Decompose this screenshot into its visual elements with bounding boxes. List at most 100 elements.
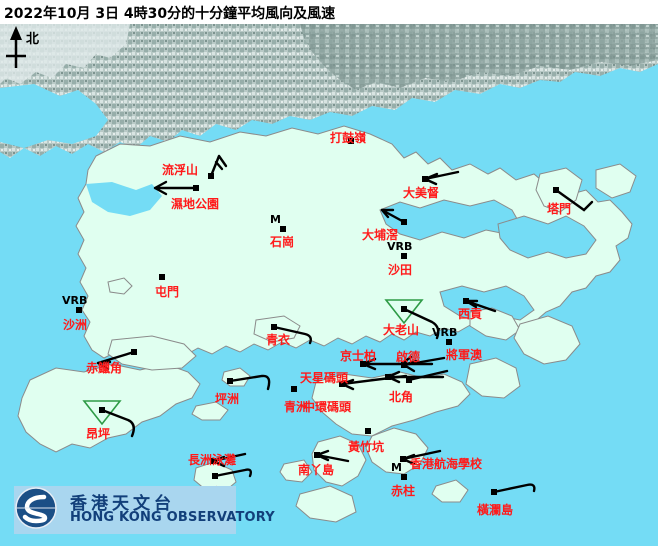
wind-barb: [407, 369, 449, 382]
station-marker[interactable]: [446, 339, 452, 345]
wind-barb: [361, 355, 434, 371]
station-marker[interactable]: [271, 324, 277, 330]
wind-barb: [213, 468, 253, 478]
station-label[interactable]: 中環碼頭: [303, 400, 352, 414]
station-marker[interactable]: [385, 374, 391, 380]
station-label[interactable]: 沙洲: [63, 318, 88, 332]
station-label[interactable]: 打鼓嶺: [330, 131, 367, 145]
wind-barb: [380, 208, 406, 224]
station-marker[interactable]: [291, 386, 297, 392]
station-marker[interactable]: [339, 381, 345, 387]
sai-kung-water: [439, 285, 535, 323]
station-marker[interactable]: [553, 187, 559, 193]
wind-barb: [340, 374, 408, 391]
north-label: 北: [26, 32, 40, 47]
wind-barb: [492, 483, 536, 494]
wind-barb: [315, 449, 350, 463]
station-label[interactable]: 長洲泳灘: [188, 453, 237, 467]
station-label[interactable]: 大美督: [403, 186, 440, 200]
station-label[interactable]: 石崗: [270, 235, 295, 249]
station-marker[interactable]: [401, 474, 407, 480]
station-marker[interactable]: [208, 173, 214, 179]
station-label[interactable]: 大埔滘: [362, 228, 399, 242]
station-marker[interactable]: [400, 456, 406, 462]
station-label[interactable]: 將軍澳: [446, 348, 483, 362]
wind-barb: [423, 170, 460, 186]
station-marker[interactable]: [348, 138, 354, 144]
hko-logo-icon: [15, 487, 57, 529]
eastern-island: [595, 163, 637, 199]
clearwater-bay-peninsula: [513, 315, 581, 365]
po-toi-island: [431, 479, 469, 503]
wind-barb: [100, 408, 135, 438]
lamma-island: [311, 435, 367, 487]
wind-barb: [153, 180, 198, 196]
station-marker[interactable]: [401, 253, 407, 259]
lantau-island: [17, 363, 201, 453]
station-marker[interactable]: [401, 306, 407, 312]
wind-barb: [228, 374, 271, 391]
station-label[interactable]: 天星碼頭: [300, 371, 349, 385]
station-marker[interactable]: [406, 377, 412, 383]
station-marker[interactable]: [159, 274, 165, 280]
station-marker[interactable]: [131, 349, 137, 355]
station-label[interactable]: 南丫島: [298, 463, 335, 477]
station-marker[interactable]: [365, 428, 371, 434]
north-arrow-icon: [6, 26, 26, 68]
station-label[interactable]: 京士柏: [340, 349, 377, 363]
station-marker[interactable]: [227, 378, 233, 384]
station-marker[interactable]: [99, 407, 105, 413]
gale-pennant-icon: [384, 299, 424, 325]
station-label[interactable]: 坪洲: [215, 392, 240, 406]
station-label[interactable]: 沙田: [388, 263, 413, 277]
logo-text-zh: 香港天文台: [70, 494, 175, 514]
mainland-hills: [300, 24, 658, 90]
tolo-channel: [497, 215, 597, 259]
station-marker[interactable]: [463, 298, 469, 304]
sai-kung-peninsula: [469, 307, 521, 341]
station-label[interactable]: 橫瀾島: [477, 503, 514, 517]
geography-layer: [0, 24, 658, 546]
station-label[interactable]: 屯門: [155, 285, 180, 299]
deep-bay-inlet: [86, 182, 162, 216]
title-bar: 2022年10月 3日 4時30分的十分鐘平均風向及風速: [0, 0, 658, 24]
station-label[interactable]: 青洲: [284, 400, 309, 414]
map-canvas: 北 打鼓嶺 流浮山 濕地公園 大美督 塔門 M 石崗 大埔滘 VRB 沙田 屯門 VRB 沙洲 赤鱲角 西貢…: [0, 24, 658, 546]
junk-bay-land: [465, 357, 521, 399]
station-label[interactable]: 啟德: [396, 350, 421, 364]
station-marker[interactable]: [401, 362, 407, 368]
station-marker[interactable]: [210, 458, 216, 464]
variable-wind-flag: VRB: [62, 294, 88, 307]
station-label[interactable]: 流浮山: [162, 163, 199, 177]
station-label[interactable]: 北角: [389, 390, 414, 404]
station-label[interactable]: 塔門: [547, 202, 572, 216]
station-marker[interactable]: [422, 176, 428, 182]
station-marker[interactable]: [491, 489, 497, 495]
wind-barb: [96, 350, 136, 371]
station-marker[interactable]: [360, 361, 366, 367]
station-label[interactable]: 濕地公園: [171, 197, 220, 211]
wind-barb: [402, 307, 440, 340]
station-label[interactable]: 黃竹坑: [348, 440, 385, 454]
station-marker[interactable]: [280, 226, 286, 232]
mainland-urban-west: [0, 24, 130, 84]
station-marker[interactable]: [76, 307, 82, 313]
station-marker[interactable]: [212, 473, 218, 479]
station-marker[interactable]: [193, 185, 199, 191]
station-marker[interactable]: [401, 219, 407, 225]
wind-barb: [272, 325, 313, 345]
station-marker[interactable]: [314, 452, 320, 458]
page-title: 2022年10月 3日 4時30分的十分鐘平均風向及風速: [4, 6, 336, 22]
station-label[interactable]: 昂坪: [86, 427, 111, 441]
station-label[interactable]: 大老山: [383, 323, 420, 337]
variable-wind-flag: VRB: [387, 240, 413, 253]
wind-barb: [554, 188, 594, 212]
wind-barb: [209, 154, 228, 178]
station-label[interactable]: 青衣: [266, 333, 291, 347]
station-label[interactable]: 香港航海學校: [410, 457, 483, 471]
southern-island: [295, 485, 357, 523]
station-label[interactable]: 西貢: [458, 307, 483, 321]
station-label[interactable]: 赤柱: [391, 484, 416, 498]
variable-wind-flag: VRB: [432, 326, 458, 339]
station-label[interactable]: 赤鱲角: [86, 361, 123, 375]
